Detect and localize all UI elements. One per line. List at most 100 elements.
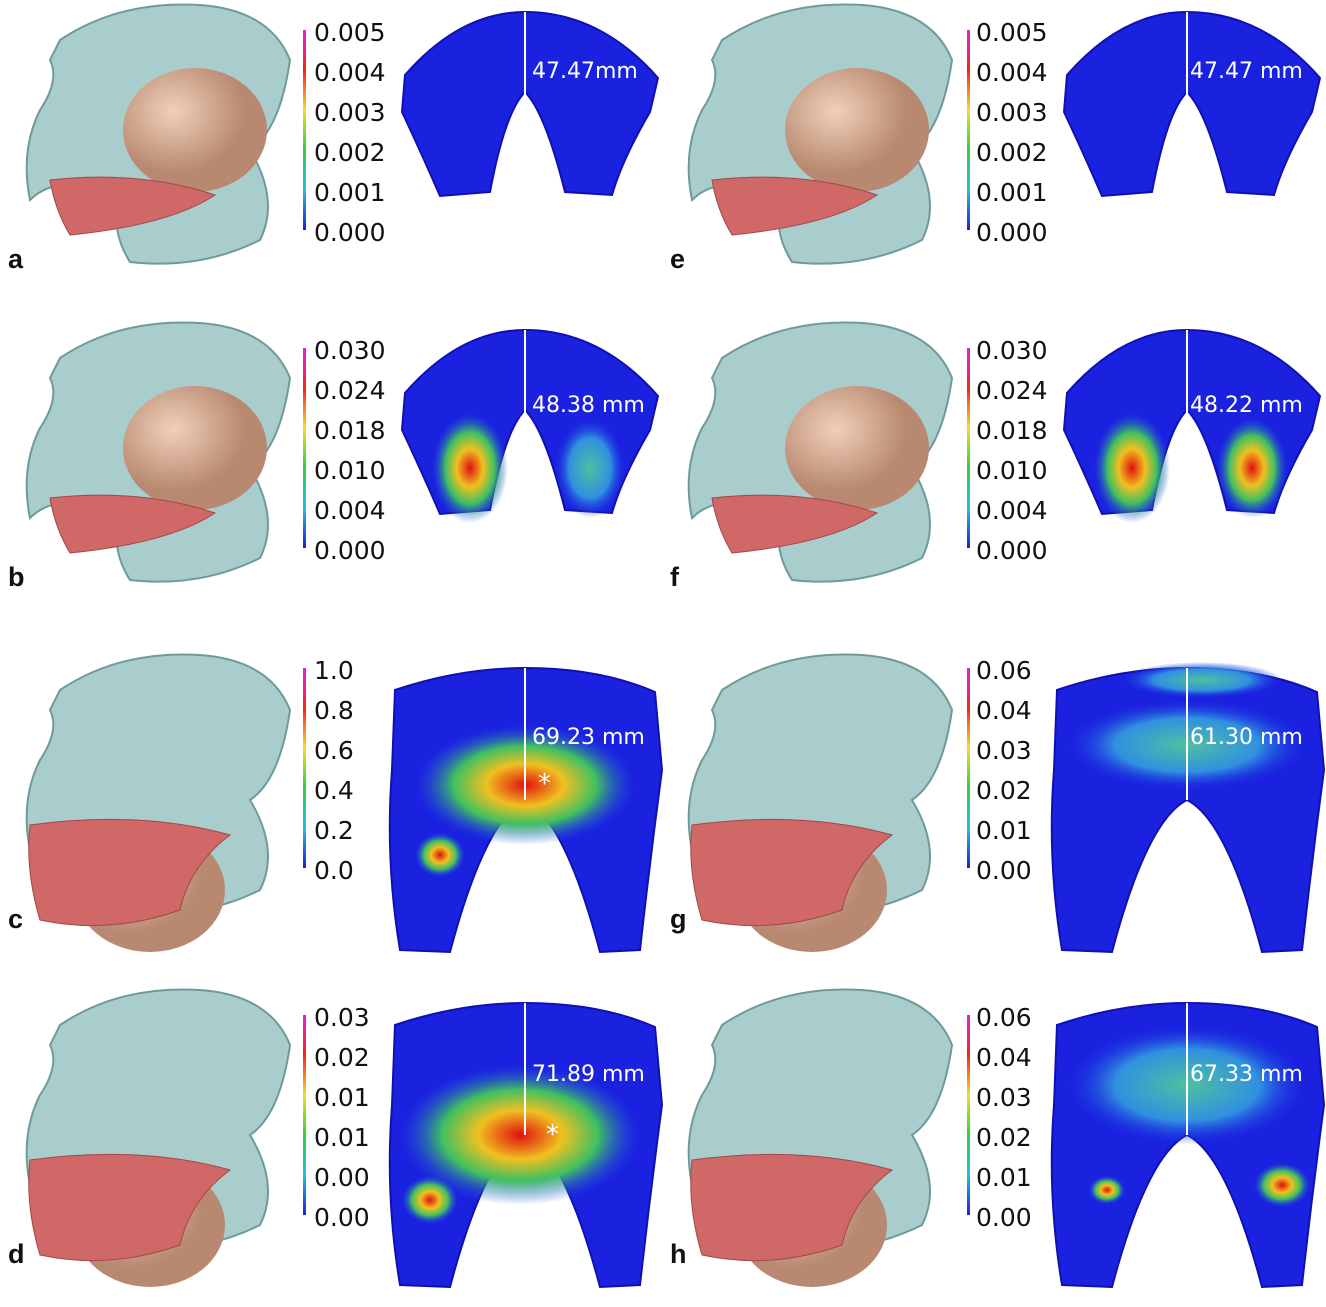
- colorbar-tick-label: 0.002: [976, 138, 1048, 167]
- colorbar: [303, 1015, 306, 1215]
- heat-spot: [1217, 418, 1287, 518]
- heat-spot: [1094, 413, 1170, 523]
- colorbar-tick-label: 0.000: [314, 536, 386, 565]
- colorbar-tick-label: 1.0: [314, 656, 354, 685]
- colorbar-tick-label: 0.005: [976, 18, 1048, 47]
- colorbar-tick-label: 0.00: [976, 1203, 1032, 1232]
- colorbar-tick-label: 0.010: [976, 456, 1048, 485]
- pelvis-model: [27, 322, 290, 581]
- panel-label: h: [670, 1239, 687, 1269]
- heat-spot: [1254, 1163, 1310, 1207]
- colorbar-tick-label: 0.024: [976, 376, 1048, 405]
- panel-label: e: [670, 244, 685, 274]
- pelvis-model: [689, 654, 952, 952]
- colorbar: [967, 668, 970, 868]
- panel: h 0.06 0.04 0.03 0.02 0.01 0.00 67.33 mm: [670, 989, 1324, 1287]
- measure-label: 47.47 mm: [1190, 59, 1303, 84]
- heat-spot: [432, 413, 508, 523]
- panel: f0.0300.0240.0180.0100.0040.00048.22 mm: [670, 322, 1320, 592]
- colorbar: [967, 348, 970, 548]
- colorbar-tick-label: 0.004: [314, 496, 386, 525]
- colorbar-tick-label: 0.2: [314, 816, 354, 845]
- colorbar-tick-label: 0.001: [314, 178, 386, 207]
- heat-spot: [1122, 662, 1282, 698]
- colorbar-tick-label: 0.04: [976, 1043, 1032, 1072]
- fetal-head: [785, 68, 929, 192]
- measure-label: 71.89 mm: [532, 1062, 645, 1087]
- colorbar: [967, 30, 970, 230]
- heatmap-surface: [402, 12, 658, 196]
- pelvis-model: [689, 322, 952, 581]
- colorbar-tick-label: 0.03: [976, 1083, 1032, 1112]
- measure-label: 48.38 mm: [532, 393, 645, 418]
- marker: *: [538, 769, 551, 799]
- pelvis-model: [689, 989, 952, 1287]
- colorbar: [967, 1015, 970, 1215]
- pelvis-model: [27, 989, 290, 1287]
- colorbar-tick-label: 0.02: [976, 776, 1032, 805]
- colorbar-tick-label: 0.030: [976, 336, 1048, 365]
- panel-label: d: [8, 1239, 25, 1269]
- colorbar-tick-label: 0.002: [314, 138, 386, 167]
- colorbar-tick-label: 0.8: [314, 696, 354, 725]
- colorbar-tick-label: 0.000: [314, 218, 386, 247]
- pelvis-model: [27, 654, 290, 952]
- panel-label: c: [8, 904, 23, 934]
- colorbar-tick-label: 0.018: [314, 416, 386, 445]
- colorbar-tick-label: 0.03: [976, 736, 1032, 765]
- heat-spot: [402, 1176, 458, 1224]
- colorbar-tick-label: 0.03: [314, 1003, 370, 1032]
- heat-spot: [415, 833, 465, 877]
- panel: g 0.06 0.04 0.03 0.02 0.01 0.00 61.30 mm: [670, 654, 1324, 952]
- fetal-head: [123, 386, 267, 510]
- colorbar-tick-label: 0.004: [976, 58, 1048, 87]
- colorbar-tick-label: 0.01: [314, 1083, 370, 1112]
- colorbar: [303, 30, 306, 230]
- panel: a 0.005 0.004 0.003 0.002 0.001 0.000 47.47mm: [8, 4, 658, 274]
- heat-spot: [555, 418, 625, 518]
- colorbar-tick-label: 0.004: [314, 58, 386, 87]
- panel-label: f: [670, 562, 680, 592]
- measure-label: 47.47mm: [532, 59, 638, 84]
- colorbar-tick-label: 0.06: [976, 656, 1032, 685]
- colorbar-tick-label: 0.00: [314, 1203, 370, 1232]
- colorbar-tick-label: 0.04: [976, 696, 1032, 725]
- colorbar-tick-label: 0.01: [976, 816, 1032, 845]
- colorbar-tick-label: 0.02: [314, 1043, 370, 1072]
- colorbar-tick-label: 0.4: [314, 776, 354, 805]
- colorbar-tick-label: 0.01: [976, 1163, 1032, 1192]
- colorbar-tick-label: 0.01: [314, 1123, 370, 1152]
- measure-label: 67.33 mm: [1190, 1062, 1303, 1087]
- colorbar-tick-label: 0.02: [976, 1123, 1032, 1152]
- heat-spot: [1089, 1176, 1125, 1204]
- panel: c 1.0 0.8 0.6 0.4 0.2 0.0 69.23 mm *: [8, 654, 662, 952]
- colorbar-tick-label: 0.003: [976, 98, 1048, 127]
- fetal-head: [123, 68, 267, 192]
- colorbar-tick-label: 0.06: [976, 1003, 1032, 1032]
- colorbar-tick-label: 0.030: [314, 336, 386, 365]
- measure-label: 61.30 mm: [1190, 725, 1303, 750]
- colorbar-tick-label: 0.005: [314, 18, 386, 47]
- colorbar-tick-label: 0.00: [976, 856, 1032, 885]
- panel-label: a: [8, 244, 24, 274]
- panel-label: g: [670, 904, 687, 934]
- colorbar-tick-label: 0.000: [976, 218, 1048, 247]
- pelvis-model: [27, 4, 290, 263]
- panel-label: b: [8, 562, 25, 592]
- colorbar-tick-label: 0.00: [314, 1163, 370, 1192]
- colorbar: [303, 348, 306, 548]
- colorbar-tick-label: 0.6: [314, 736, 354, 765]
- colorbar-tick-label: 0.000: [976, 536, 1048, 565]
- colorbar-tick-label: 0.010: [314, 456, 386, 485]
- pelvis-model: [689, 4, 952, 263]
- figure: a 0.005 0.004 0.003 0.002 0.001 0.000 47.47mm b 0…: [0, 0, 1326, 1307]
- colorbar-tick-label: 0.024: [314, 376, 386, 405]
- measure-label: 69.23 mm: [532, 725, 645, 750]
- heatmap-surface: [1064, 12, 1320, 196]
- colorbar: [303, 668, 306, 868]
- measure-label: 48.22 mm: [1190, 393, 1303, 418]
- colorbar-tick-label: 0.003: [314, 98, 386, 127]
- colorbar-tick-label: 0.0: [314, 856, 354, 885]
